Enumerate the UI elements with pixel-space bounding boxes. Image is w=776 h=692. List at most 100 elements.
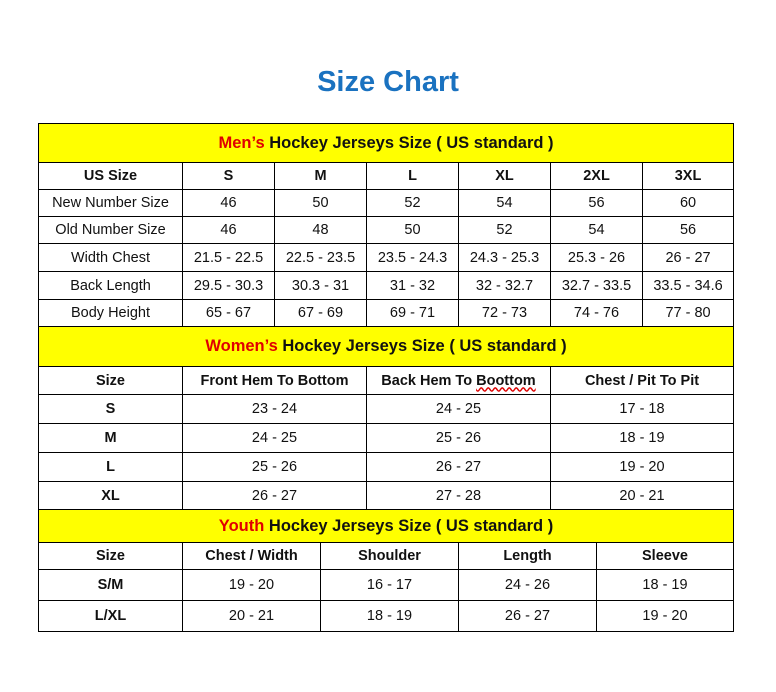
column-header-row: US Size S M L XL 2XL 3XL <box>38 162 735 190</box>
column-header: XL <box>495 168 514 184</box>
row-label: New Number Size <box>38 189 183 217</box>
column-header: US Size <box>83 168 138 184</box>
column-header-cell: Shoulder <box>320 542 459 570</box>
table-cell: 56 <box>550 189 643 217</box>
column-header: Length <box>503 548 552 564</box>
column-header-cell: Length <box>458 542 597 570</box>
table-cell: 20 - 21 <box>549 481 735 510</box>
column-header: Sleeve <box>642 548 688 564</box>
table-cell: 26 - 27 <box>641 243 735 272</box>
section-heading: Men’s Hockey Jerseys Size ( US standard … <box>37 123 735 163</box>
column-header-cell: Front Hem To Bottom <box>182 366 367 395</box>
row-label: M <box>38 423 183 453</box>
table-row: Body Height 65 - 67 67 - 69 69 - 71 72 - 73 7… <box>38 299 735 327</box>
column-header: M <box>314 168 327 184</box>
table-cell: 65 - 67 <box>182 299 275 327</box>
table-cell: 50 <box>366 216 459 244</box>
table-cell: 72 - 73 <box>458 299 551 327</box>
column-header-cell: 3XL <box>641 162 735 190</box>
table-cell: 54 <box>458 189 551 217</box>
column-header: 3XL <box>674 168 702 184</box>
heading-category: Women’s <box>205 337 278 355</box>
table-cell: 46 <box>182 216 275 244</box>
table-cell: 24 - 25 <box>366 394 551 424</box>
heading-text: Hockey Jerseys Size ( US standard ) <box>264 133 554 152</box>
table-row: M 24 - 25 25 - 26 18 - 19 <box>38 423 735 453</box>
row-label: L <box>38 452 183 482</box>
table-cell: 69 - 71 <box>366 299 459 327</box>
table-cell: 77 - 80 <box>641 299 735 327</box>
table-row: L/XL 20 - 21 18 - 19 26 - 27 19 - 20 <box>38 600 735 632</box>
table-cell: 67 - 69 <box>274 299 367 327</box>
table-cell: 50 <box>274 189 367 217</box>
column-header: Front Hem To Bottom <box>200 372 349 389</box>
table-cell: 30.3 - 31 <box>274 271 367 300</box>
table-row: Width Chest 21.5 - 22.5 22.5 - 23.5 23.5 - … <box>38 243 735 272</box>
section-heading: Youth Hockey Jerseys Size ( US standard … <box>37 509 735 543</box>
youth-size-table: Youth Hockey Jerseys Size ( US standard … <box>37 509 735 632</box>
table-cell: 26 - 27 <box>458 600 597 632</box>
heading-category: Men’s <box>218 133 265 152</box>
table-cell: 32.7 - 33.5 <box>550 271 643 300</box>
table-cell: 32 - 32.7 <box>458 271 551 300</box>
column-header: 2XL <box>583 168 610 184</box>
table-cell: 24.3 - 25.3 <box>458 243 551 272</box>
table-cell: 17 - 18 <box>549 394 735 424</box>
table-cell: 19 - 20 <box>549 452 735 482</box>
column-header-row: Size Front Hem To Bottom Back Hem To Boott… <box>38 366 735 395</box>
table-cell: 29.5 - 30.3 <box>182 271 275 300</box>
table-cell: 22.5 - 23.5 <box>274 243 367 272</box>
table-row: S/M 19 - 20 16 - 17 24 - 26 18 - 19 <box>38 569 735 601</box>
column-header-cell: Sleeve <box>595 542 735 570</box>
column-header: Size <box>95 548 125 564</box>
table-row: S 23 - 24 24 - 25 17 - 18 <box>38 394 735 424</box>
table-cell: 18 - 19 <box>595 569 735 601</box>
row-label: Body Height <box>38 299 183 327</box>
table-cell: 27 - 28 <box>366 481 551 510</box>
table-cell: 33.5 - 34.6 <box>641 271 735 300</box>
table-cell: 54 <box>550 216 643 244</box>
table-cell: 16 - 17 <box>320 569 459 601</box>
column-header: Back Hem To Boottom <box>381 372 536 389</box>
column-header-cell: US Size <box>38 162 183 190</box>
row-label: S <box>38 394 183 424</box>
mens-size-table: Men’s Hockey Jerseys Size ( US standard … <box>37 123 735 327</box>
table-cell: 52 <box>366 189 459 217</box>
table-row: New Number Size 46 50 52 54 56 60 <box>38 189 735 217</box>
table-cell: 74 - 76 <box>550 299 643 327</box>
heading-text: Hockey Jerseys Size ( US standard ) <box>277 337 567 355</box>
column-header: Chest / Pit To Pit <box>584 372 700 389</box>
row-label: Back Length <box>38 271 183 300</box>
table-cell: 19 - 20 <box>182 569 321 601</box>
column-header-cell: XL <box>458 162 551 190</box>
page-title: Size Chart <box>317 66 459 98</box>
table-cell: 25.3 - 26 <box>550 243 643 272</box>
section-heading-row: Men’s Hockey Jerseys Size ( US standard … <box>37 123 735 163</box>
section-heading: Women’s Hockey Jerseys Size ( US standar… <box>37 326 735 367</box>
table-cell: 24 - 25 <box>182 423 367 453</box>
table-cell: 52 <box>458 216 551 244</box>
table-cell: 20 - 21 <box>182 600 321 632</box>
column-header-cell: Size <box>38 542 183 570</box>
table-row: L 25 - 26 26 - 27 19 - 20 <box>38 452 735 482</box>
column-header-cell: S <box>182 162 275 190</box>
section-heading-row: Women’s Hockey Jerseys Size ( US standar… <box>37 326 735 367</box>
column-header-cell: 2XL <box>550 162 643 190</box>
row-label: Width Chest <box>38 243 183 272</box>
table-row: Back Length 29.5 - 30.3 30.3 - 31 31 - 32 32… <box>38 271 735 300</box>
column-header: Chest / Width <box>205 548 298 564</box>
column-header-cell: L <box>366 162 459 190</box>
table-cell: 21.5 - 22.5 <box>182 243 275 272</box>
table-cell: 31 - 32 <box>366 271 459 300</box>
table-cell: 46 <box>182 189 275 217</box>
table-cell: 18 - 19 <box>320 600 459 632</box>
row-label: L/XL <box>38 600 183 632</box>
column-header-cell: Back Hem To Boottom <box>366 366 551 395</box>
table-cell: 23.5 - 24.3 <box>366 243 459 272</box>
heading-category: Youth <box>218 516 265 535</box>
table-cell: 26 - 27 <box>366 452 551 482</box>
table-cell: 24 - 26 <box>458 569 597 601</box>
column-header-row: Size Chest / Width Shoulder Length Sleeve <box>38 542 735 570</box>
table-row: Old Number Size 46 48 50 52 54 56 <box>38 216 735 244</box>
column-header-cell: Chest / Width <box>182 542 321 570</box>
